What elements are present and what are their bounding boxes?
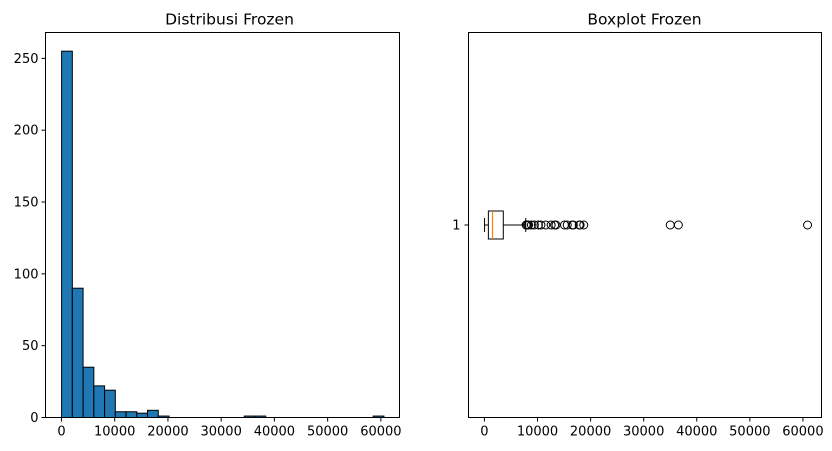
boxplot-title: Boxplot Frozen xyxy=(587,11,701,29)
boxplot-plot-frame xyxy=(468,32,822,418)
histogram-title: Distribusi Frozen xyxy=(165,11,294,29)
boxplot-y-tick-label: 1 xyxy=(452,219,460,234)
histogram-bar xyxy=(147,409,159,419)
histogram-bar xyxy=(61,50,73,418)
histogram-plot-frame xyxy=(45,32,400,418)
histogram-x-tick-label: 20000 xyxy=(147,425,188,440)
histogram-bar xyxy=(82,366,95,419)
boxplot-outlier xyxy=(533,220,543,230)
histogram-x-tick-label: 30000 xyxy=(200,425,241,440)
boxplot-panel: Boxplot Frozen 0 10000 20000 30000 40000 5000… xyxy=(452,11,823,440)
boxplot-outlier xyxy=(803,220,813,230)
histogram-bar xyxy=(114,411,127,418)
boxplot-outlier xyxy=(575,220,585,230)
boxplot-x-tick-label: 50000 xyxy=(729,425,770,440)
boxplot-outlier xyxy=(529,220,539,230)
boxplot-outlier xyxy=(524,220,534,230)
boxplot-shapes xyxy=(484,210,813,240)
boxplot-outlier xyxy=(536,220,546,230)
boxplot-x-tick-label: 30000 xyxy=(623,425,664,440)
boxplot-outlier xyxy=(546,220,556,230)
histogram-y-tick-label: 0 xyxy=(30,411,38,426)
histogram-bars xyxy=(61,50,385,419)
boxplot-x-tick-label: 10000 xyxy=(517,425,558,440)
histogram-bar xyxy=(93,385,106,418)
boxplot-outlier xyxy=(568,220,578,230)
boxplot-x-tick-label: 20000 xyxy=(570,425,611,440)
histogram-x-tick-label: 0 xyxy=(57,425,65,440)
boxplot-x-tick-label: 60000 xyxy=(782,425,823,440)
boxplot-outlier xyxy=(579,220,589,230)
boxplot-x-tick-label: 0 xyxy=(480,425,488,440)
boxplot-y-axis: 1 xyxy=(452,219,469,234)
histogram-y-axis: 0 50 100 150 200 250 xyxy=(14,52,46,426)
histogram-x-tick-label: 60000 xyxy=(360,425,401,440)
histogram-bar xyxy=(136,412,149,419)
boxplot-outlier xyxy=(673,220,683,230)
histogram-y-tick-label: 100 xyxy=(14,267,39,282)
boxplot-box xyxy=(487,210,504,240)
histogram-panel: Distribusi Frozen 0 10000 20000 30000 40000 5… xyxy=(14,11,402,440)
histogram-bar xyxy=(104,389,116,419)
histogram-x-tick-label: 10000 xyxy=(94,425,135,440)
histogram-x-tick-label: 40000 xyxy=(254,425,295,440)
histogram-y-tick-label: 150 xyxy=(14,196,39,211)
histogram-bar xyxy=(71,287,84,418)
histogram-y-tick-label: 200 xyxy=(14,124,39,139)
boxplot-outlier xyxy=(562,220,572,230)
histogram-x-axis: 0 10000 20000 30000 40000 50000 60000 xyxy=(57,417,402,440)
histogram-y-tick-label: 50 xyxy=(22,339,39,354)
boxplot-outlier xyxy=(526,220,536,230)
boxplot-x-tick-label: 40000 xyxy=(676,425,717,440)
histogram-bar xyxy=(125,411,138,418)
histogram-y-tick-label: 250 xyxy=(14,52,39,67)
boxplot-x-axis: 0 10000 20000 30000 40000 50000 60000 xyxy=(480,417,824,440)
histogram-x-tick-label: 50000 xyxy=(307,425,348,440)
boxplot-outlier xyxy=(541,220,551,230)
